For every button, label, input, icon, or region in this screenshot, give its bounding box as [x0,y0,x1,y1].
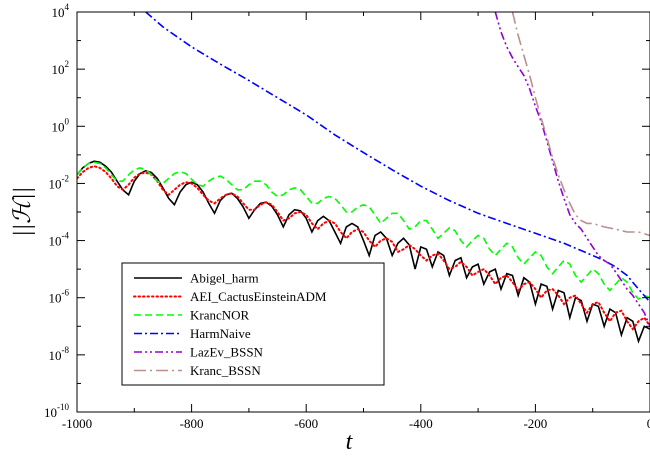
legend-label: HarmNaive [190,326,251,341]
series-line-kranc-bssn [511,12,650,237]
x-tick-label: -600 [294,416,318,431]
legend-label: KrancNOR [190,308,250,323]
series-line-aei-cactuseinsteinadm [77,165,650,331]
x-tick-label: -1000 [62,416,92,431]
series-line-krancnor [77,161,650,301]
y-tick-label: 10-4 [49,231,70,249]
legend-label: Kranc_BSSN [190,363,261,378]
series-line-harmnaive [145,12,650,303]
y-tick-label: 104 [52,2,70,20]
x-tick-label: 0 [647,416,650,431]
x-tick-label: -400 [409,416,433,431]
y-tick-label: 10-2 [49,173,70,191]
ticks-layer: -1000 -800 -600 -400 -200 0 10-10 10-8 10-6 10-4 1… [44,2,650,431]
x-axis-title: t [346,429,354,455]
legend-box [121,262,385,386]
legend-label: AEI_CactusEinsteinADM [190,289,327,304]
legend: Abigel_harm AEI_CactusEinsteinADM KrancNOR… [121,262,385,386]
y-tick-label: 100 [52,116,70,134]
legend-label: Abigel_harm [190,271,259,286]
legend-label: LazEv_BSSN [190,345,264,360]
series-line-abigel-harm [77,160,650,344]
series-line-lazev-bssn [494,12,650,327]
y-axis-title: ||ℋ|| [10,187,36,237]
y-tick-label: 10-8 [49,345,70,363]
y-tick-label: 10-10 [44,402,69,420]
x-tick-label: -200 [523,416,547,431]
y-tick-label: 10-6 [49,288,70,306]
y-tick-label: 102 [52,59,70,77]
series-layer [77,12,650,344]
x-tick-label: -800 [180,416,204,431]
